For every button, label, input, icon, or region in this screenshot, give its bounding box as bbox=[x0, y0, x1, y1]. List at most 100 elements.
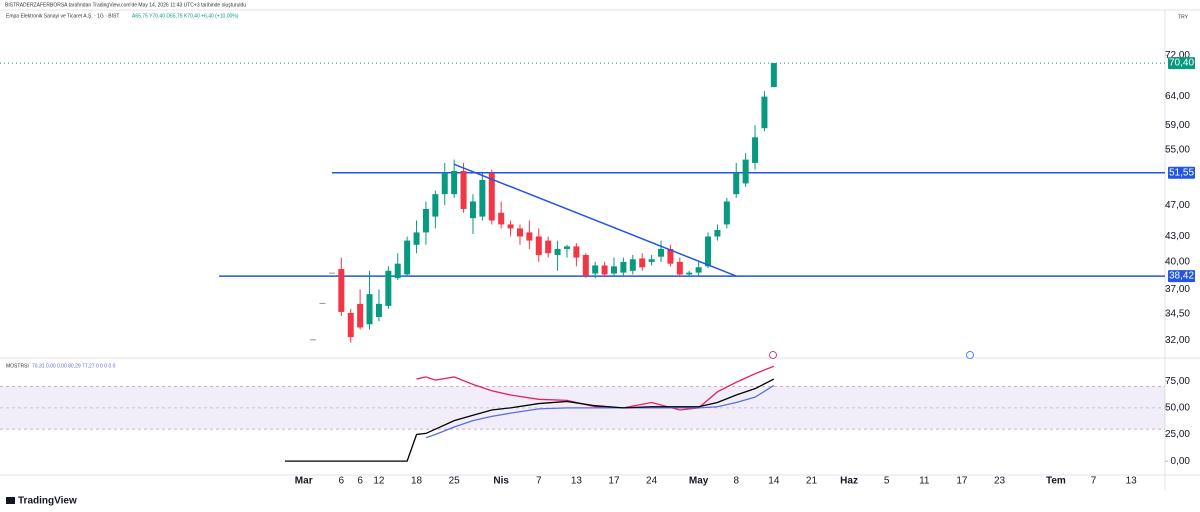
y-tick-label: 40,00 bbox=[1165, 257, 1190, 268]
x-tick-label: Mar bbox=[295, 476, 313, 487]
candle-body bbox=[545, 240, 552, 254]
indicator-legend: 70,31 0,00 0,00 80,29 77,27 0 0 0 0 0 bbox=[32, 363, 116, 369]
currency: TRY bbox=[1178, 14, 1189, 20]
x-tick-label: 18 bbox=[411, 476, 423, 487]
candle-body bbox=[385, 270, 392, 306]
candle-body bbox=[610, 266, 617, 274]
x-tick-label: 24 bbox=[646, 476, 658, 487]
candle-body bbox=[648, 259, 655, 262]
candle-body bbox=[451, 170, 458, 195]
x-tick-label: 7 bbox=[536, 476, 542, 487]
y-tick-label: 59,00 bbox=[1165, 120, 1190, 131]
candle-body bbox=[394, 263, 401, 279]
x-tick-label: 8 bbox=[733, 476, 739, 487]
candle-body bbox=[695, 267, 702, 273]
hline-label: 38,42 bbox=[1169, 271, 1194, 282]
last-price-label: 70,40 bbox=[1169, 58, 1194, 69]
candle-body bbox=[488, 173, 495, 221]
x-tick-label: 23 bbox=[994, 476, 1006, 487]
y-tick-label: 37,00 bbox=[1165, 284, 1190, 295]
candle-body bbox=[563, 246, 570, 249]
x-tick-label: 17 bbox=[608, 476, 620, 487]
candle-body bbox=[328, 272, 335, 274]
candle-body bbox=[469, 201, 476, 219]
x-tick-label: 21 bbox=[806, 476, 818, 487]
logo: TradingView bbox=[6, 496, 77, 507]
candle-body bbox=[582, 254, 589, 276]
x-tick-label: 12 bbox=[373, 476, 385, 487]
last-price-label-box bbox=[1168, 57, 1195, 70]
candle-body bbox=[357, 303, 364, 328]
candle-body bbox=[742, 159, 749, 184]
x-tick-label: 7 bbox=[1091, 476, 1097, 487]
candle-body bbox=[686, 272, 693, 275]
attribution: BISTRADERZAFERBORSA tarafından TradingVi… bbox=[5, 2, 246, 8]
x-tick-label: 25 bbox=[449, 476, 461, 487]
candle-body bbox=[516, 228, 523, 237]
candle-body bbox=[347, 312, 354, 338]
logo-text: TradingView bbox=[18, 496, 77, 507]
candle-body bbox=[714, 229, 721, 237]
candle-body bbox=[338, 269, 345, 312]
y-tick-label: 50,00 bbox=[1165, 402, 1190, 413]
candle-body bbox=[723, 201, 730, 225]
candle-body bbox=[676, 261, 683, 275]
candle-body bbox=[526, 232, 533, 241]
candle-body bbox=[592, 265, 599, 274]
candle-body bbox=[413, 232, 420, 245]
hline-label: 51,55 bbox=[1169, 167, 1194, 178]
candle-body bbox=[639, 258, 646, 268]
y-tick-label: 55,00 bbox=[1165, 145, 1190, 156]
y-tick-label: 34,50 bbox=[1165, 309, 1190, 320]
y-tick-label: 43,00 bbox=[1165, 231, 1190, 242]
y-tick-label: 75,00 bbox=[1165, 376, 1190, 387]
x-tick-label: 13 bbox=[571, 476, 583, 487]
y-tick-label: 0,00 bbox=[1171, 456, 1191, 467]
candle-body bbox=[752, 137, 759, 163]
y-tick-label: 32,00 bbox=[1165, 335, 1190, 346]
candle-body bbox=[460, 170, 467, 209]
event-icon[interactable] bbox=[966, 351, 974, 359]
event-icon[interactable] bbox=[769, 351, 777, 359]
candle-body bbox=[498, 212, 505, 225]
x-tick-label: 5 bbox=[884, 476, 890, 487]
candle-body bbox=[761, 96, 768, 129]
hline-label-box bbox=[1168, 166, 1195, 179]
x-tick-label: 13 bbox=[1126, 476, 1138, 487]
logo-icon bbox=[6, 497, 15, 504]
candle-body bbox=[310, 339, 317, 341]
symbol-title: Empa Elektronik Sanayi ve Ticaret A.Ş. ·… bbox=[6, 13, 119, 19]
candle-body bbox=[507, 224, 514, 229]
candle-body bbox=[404, 240, 411, 275]
candle-body bbox=[770, 63, 777, 88]
x-tick-label: Tem bbox=[1046, 476, 1066, 487]
trend-line bbox=[453, 163, 737, 277]
hline-label-box bbox=[1168, 270, 1195, 283]
indicator-line bbox=[425, 384, 775, 439]
candle-body bbox=[573, 246, 580, 258]
y-tick-label: 25,00 bbox=[1165, 429, 1190, 440]
candle-body bbox=[705, 236, 712, 267]
candle-body bbox=[620, 261, 627, 273]
indicator-title: MOSTRSI bbox=[6, 363, 29, 369]
candle-body bbox=[601, 265, 608, 275]
candle-body bbox=[319, 302, 326, 304]
candle-body bbox=[733, 173, 740, 195]
ohlc-legend: A65,75 Y70,40 D65,75 K70,40 +6,40 (+10,0… bbox=[132, 13, 239, 19]
x-tick-label: May bbox=[689, 476, 709, 487]
x-tick-label: Nis bbox=[493, 476, 509, 487]
candle-body bbox=[375, 303, 382, 318]
x-tick-label: 17 bbox=[956, 476, 968, 487]
candle-body bbox=[366, 294, 373, 325]
x-tick-label: Haz bbox=[840, 476, 858, 487]
x-tick-label: 6 bbox=[339, 476, 345, 487]
candle-body bbox=[554, 248, 561, 255]
y-tick-label: 72,00 bbox=[1165, 50, 1190, 61]
y-tick-label: 64,00 bbox=[1165, 91, 1190, 102]
candle-body bbox=[667, 248, 674, 264]
x-tick-label: 6 bbox=[357, 476, 363, 487]
candle-body bbox=[479, 179, 486, 217]
y-tick-label: 47,00 bbox=[1165, 200, 1190, 211]
candle-body bbox=[441, 173, 448, 195]
